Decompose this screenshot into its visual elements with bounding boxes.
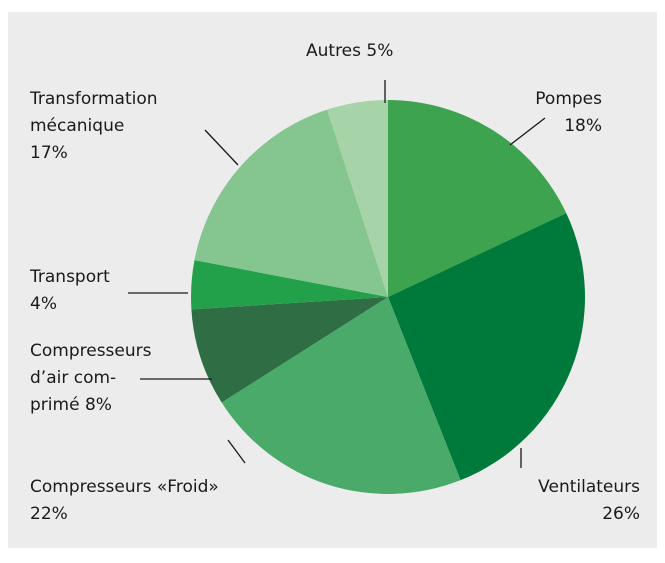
category-name: Transport	[30, 267, 110, 287]
pie-slice	[194, 109, 388, 297]
slice-label: Transformation mécanique 17%	[30, 86, 158, 167]
slice-label: Transport 4%	[30, 264, 110, 318]
category-name: Compresseurs d’air com- primé	[30, 341, 152, 415]
pie-slice	[327, 100, 388, 297]
pie-slice	[221, 297, 461, 494]
value-label: 26%	[602, 504, 640, 524]
value-label: 17%	[30, 143, 68, 163]
value-label: 22%	[30, 504, 68, 524]
category-name: Transformation mécanique	[30, 89, 158, 136]
slice-label: Pompes 18%	[535, 86, 602, 140]
leader-line	[227, 439, 246, 464]
leader-lines	[128, 80, 546, 468]
pie-slice	[190, 260, 388, 310]
value-label: 4%	[30, 294, 57, 314]
slice-label: Compresseurs d’air com- primé 8%	[30, 338, 152, 419]
category-name: Pompes	[535, 89, 602, 109]
value-label: 8%	[84, 395, 112, 415]
slice-label: Autres 5%	[306, 38, 393, 65]
category-name: Ventilateurs	[538, 477, 640, 497]
value-label: 5%	[366, 41, 394, 61]
category-name: Compresseurs «Froid»	[30, 477, 219, 497]
pie-slice	[388, 100, 567, 297]
slice-label: Compresseurs «Froid» 22%	[30, 474, 219, 528]
pie-slice	[191, 297, 388, 403]
leader-line	[509, 117, 546, 146]
pie-slice	[388, 213, 585, 481]
slice-label: Ventilateurs 26%	[538, 474, 640, 528]
value-label: 18%	[564, 116, 602, 136]
leader-line	[204, 129, 239, 166]
category-name: Autres	[306, 41, 362, 61]
